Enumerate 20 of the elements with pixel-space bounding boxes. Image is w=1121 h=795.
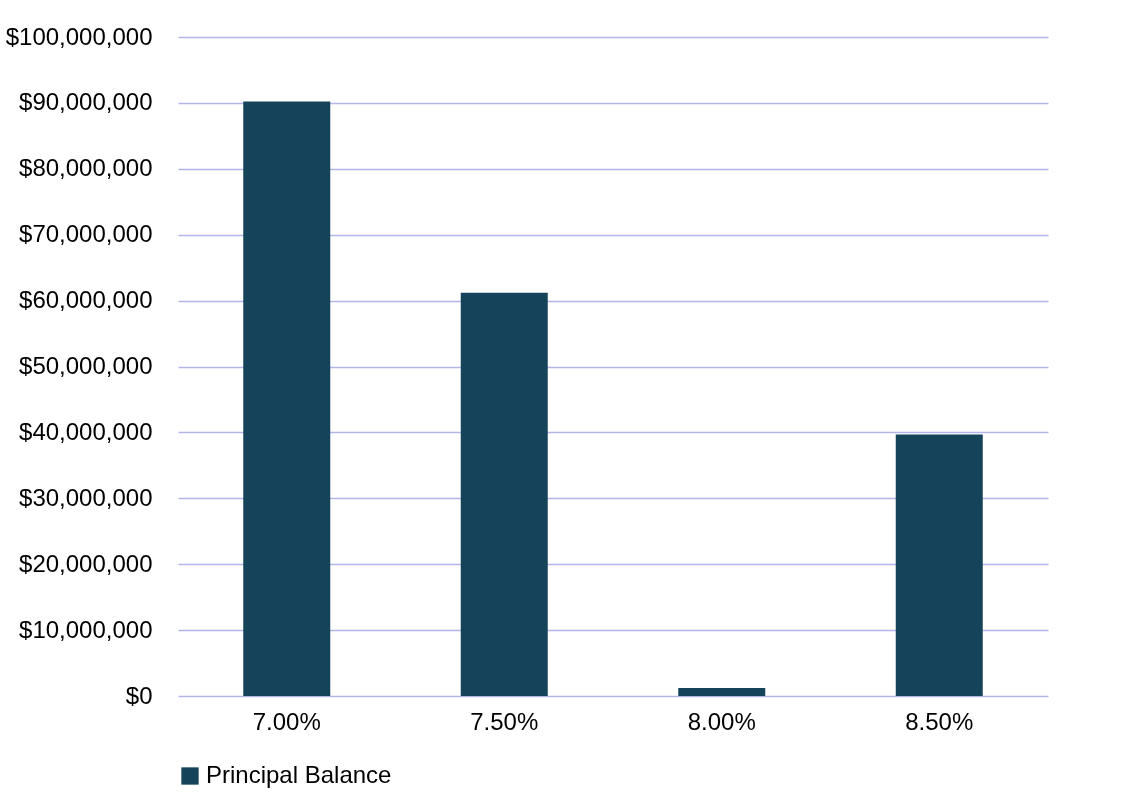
y-tick-label: $90,000,000 xyxy=(19,88,153,116)
bar xyxy=(243,101,331,696)
y-tick-label: $40,000,000 xyxy=(19,417,153,445)
bar xyxy=(460,292,548,696)
y-tick-label: $30,000,000 xyxy=(19,483,153,511)
x-tick-label: 8.50% xyxy=(905,707,974,735)
y-tick-label: $10,000,000 xyxy=(19,615,153,643)
y-tick-label: $60,000,000 xyxy=(19,286,153,314)
y-tick-label: $50,000,000 xyxy=(19,352,153,379)
x-tick-label: 7.50% xyxy=(470,707,539,735)
bar xyxy=(678,688,766,696)
y-tick-label: $100,000,000 xyxy=(5,22,153,50)
y-tick-label: $70,000,000 xyxy=(19,220,153,248)
x-tick-label: 8.00% xyxy=(687,707,756,735)
x-tick-label: 7.00% xyxy=(252,707,321,735)
legend-label: Principal Balance xyxy=(206,761,392,788)
y-tick-label: $80,000,000 xyxy=(19,154,153,182)
y-tick-label: $0 xyxy=(125,681,153,709)
y-tick-label: $20,000,000 xyxy=(19,549,153,577)
bar xyxy=(895,434,983,696)
